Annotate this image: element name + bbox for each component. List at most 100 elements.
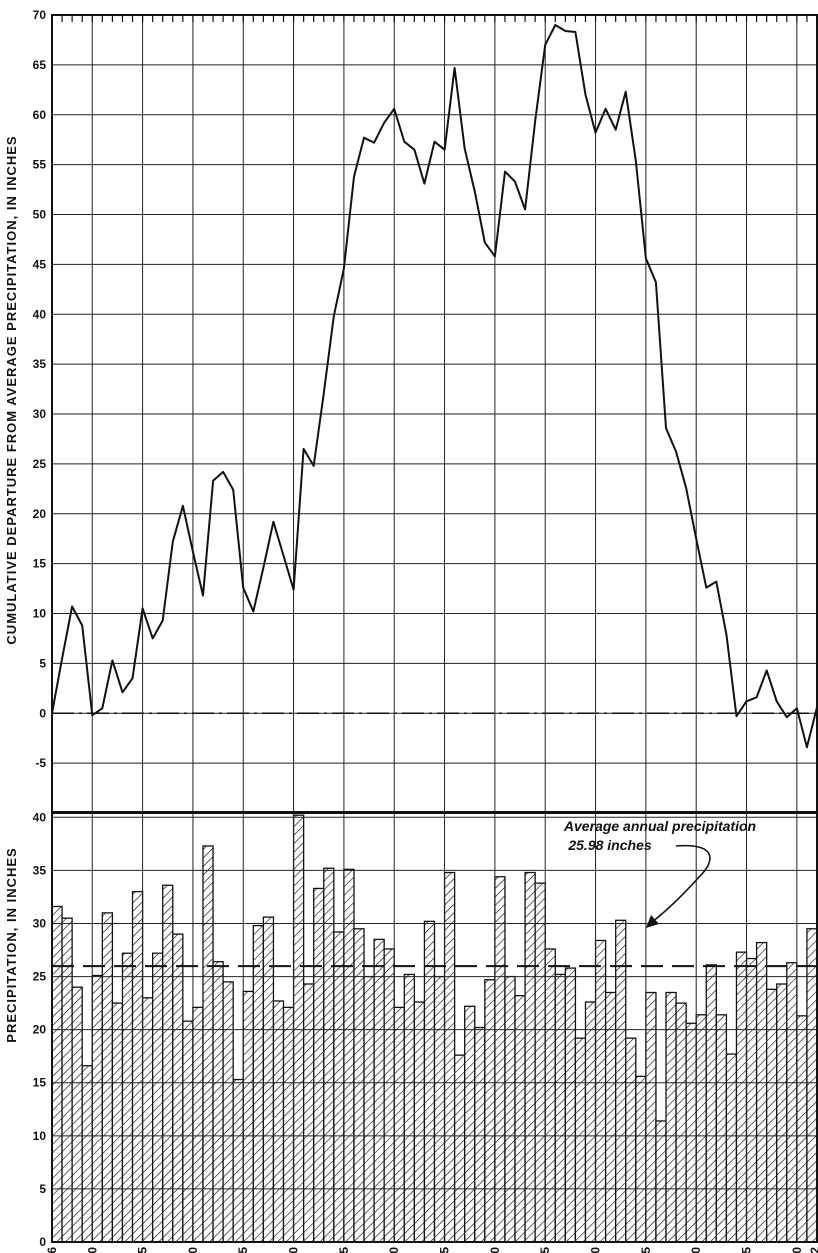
precip-bar-1911 [403, 973, 416, 1243]
precip-bar-1922 [514, 995, 526, 1243]
precip-bar-1894 [232, 1078, 244, 1243]
precip-bar-1942 [715, 1014, 728, 1243]
cumulative-tick-25: 25 [33, 457, 47, 471]
cumulative-tick-65: 65 [33, 58, 47, 72]
x-label-1910: 1910 [387, 1247, 401, 1253]
precip-bar-1951 [806, 928, 818, 1243]
cumulative-y-axis-title: CUMULATIVE DEPARTURE FROM AVERAGE PRECIP… [4, 135, 19, 644]
precip-bar-1878 [71, 986, 83, 1243]
precip-bar-1890 [192, 1006, 204, 1243]
precip-bar-1882 [111, 1002, 124, 1243]
precip-bar-1920 [494, 876, 506, 1243]
precip-bar-1885 [141, 997, 154, 1243]
precipitation-y-tick-labels: 40 35 30 25 20 15 10 5 0 [33, 810, 47, 1249]
precip-bar-1899 [282, 1006, 295, 1243]
precip-bar-1919 [484, 979, 496, 1243]
x-label-1885: 1885 [136, 1247, 150, 1253]
x-label-1895: 1895 [236, 1247, 250, 1253]
precip-bar-1893 [222, 981, 234, 1243]
precip-bar-1889 [182, 1020, 194, 1243]
precip-bar-1936 [655, 1120, 667, 1243]
cumulative-tick--5: -5 [35, 756, 46, 770]
precip-bar-1906 [353, 928, 365, 1243]
precip-bar-1950 [796, 1015, 808, 1243]
cumulative-tick-20: 20 [33, 507, 47, 521]
precip-bar-1927 [564, 967, 577, 1243]
x-label-1952: 1952 [808, 1247, 818, 1253]
precip-tick-10: 10 [33, 1129, 47, 1143]
precip-bar-1930 [594, 939, 607, 1243]
cumulative-departure-line [51, 24, 818, 749]
precip-bar-1913 [423, 920, 436, 1243]
precip-bar-1944 [735, 951, 748, 1243]
average-annotation-line1: Average annual precipitation [563, 818, 756, 834]
precip-bar-1896 [252, 924, 265, 1243]
precip-bar-1918 [474, 1026, 486, 1243]
precip-bar-1924 [534, 882, 546, 1243]
precip-bar-1880 [91, 974, 103, 1243]
x-label-1935: 1935 [639, 1247, 653, 1253]
precip-tick-25: 25 [33, 970, 47, 984]
precip-bar-1926 [554, 973, 567, 1243]
precip-bar-1898 [272, 1000, 285, 1243]
precip-bar-1888 [172, 933, 184, 1243]
cumulative-tick-40: 40 [33, 307, 47, 321]
precip-bar-1910 [393, 1006, 405, 1243]
cumulative-tick-50: 50 [33, 208, 47, 222]
precip-tick-30: 30 [33, 916, 47, 930]
precip-bar-1879 [81, 1065, 93, 1243]
precip-tick-40: 40 [33, 810, 47, 824]
cumulative-grid [51, 14, 818, 814]
x-label-1915: 1915 [438, 1247, 452, 1253]
precipitation-bars [51, 814, 818, 1243]
precip-bar-1876 [51, 905, 63, 1243]
precip-bar-1908 [373, 938, 385, 1243]
precip-bar-1947 [766, 988, 778, 1243]
precip-bar-1948 [776, 983, 788, 1243]
precip-bar-1881 [101, 912, 114, 1243]
x-label-1890: 1890 [186, 1247, 200, 1253]
annotation-arrow [651, 844, 711, 923]
x-label-1920: 1920 [488, 1247, 502, 1253]
x-axis-year-labels: 1876 1880 1885 1890 1895 1900 1905 1910 1915 1920… [45, 1247, 818, 1253]
precip-bar-1901 [302, 983, 315, 1243]
precip-tick-15: 15 [33, 1076, 47, 1090]
cumulative-tick-35: 35 [33, 357, 47, 371]
average-annotation-line2: 25.98 inches [567, 837, 651, 853]
precip-bar-1949 [786, 962, 798, 1243]
precip-bar-1886 [152, 952, 164, 1243]
precip-bar-1929 [584, 1001, 597, 1243]
precip-bar-1891 [202, 845, 214, 1243]
precip-bar-1928 [574, 1037, 587, 1243]
cumulative-tick-45: 45 [33, 257, 47, 271]
cumulative-tick-70: 70 [33, 8, 47, 22]
x-label-1925: 1925 [538, 1247, 552, 1253]
cumulative-tick-60: 60 [33, 108, 47, 122]
precip-bar-1923 [524, 871, 536, 1243]
cumulative-tick-30: 30 [33, 407, 47, 421]
precip-bar-1909 [383, 948, 395, 1243]
precip-bar-1892 [212, 961, 224, 1243]
cumulative-tick-55: 55 [33, 158, 47, 172]
precip-tick-20: 20 [33, 1023, 47, 1037]
precip-bar-1900 [292, 814, 305, 1243]
precip-tick-0: 0 [39, 1235, 46, 1249]
x-label-1905: 1905 [337, 1247, 351, 1253]
cumulative-tick-15: 15 [33, 557, 47, 571]
x-label-1945: 1945 [740, 1247, 754, 1253]
precip-bar-1895 [242, 990, 254, 1243]
precip-bar-1939 [685, 1022, 697, 1243]
cumulative-line [51, 24, 818, 749]
x-label-1950: 1950 [790, 1247, 804, 1253]
precip-bar-1884 [131, 890, 144, 1243]
precip-bar-1921 [504, 975, 516, 1243]
precip-bar-1938 [675, 1002, 687, 1243]
precip-bar-1925 [544, 948, 556, 1243]
precip-bar-1917 [464, 1005, 476, 1243]
annotation-arrowhead [646, 915, 659, 928]
precip-bar-1914 [433, 975, 446, 1243]
x-label-1900: 1900 [287, 1247, 301, 1253]
cumulative-tick-0: 0 [39, 706, 46, 720]
